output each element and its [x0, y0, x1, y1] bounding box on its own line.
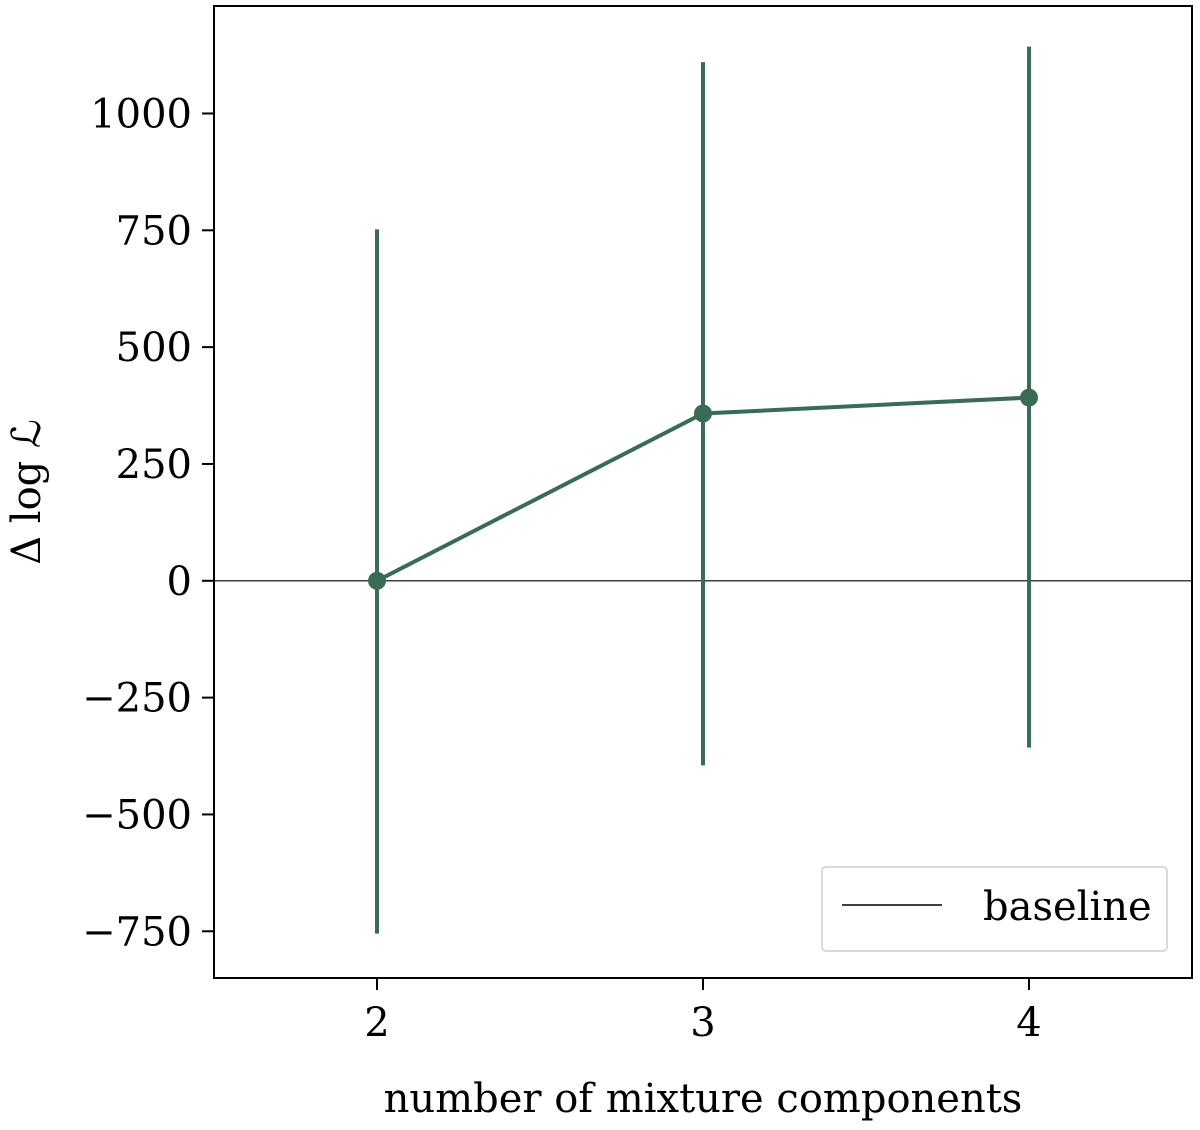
y-tick-label: 250: [116, 442, 192, 488]
y-axis: −750 −500 −250 0 250 500 750 1000: [82, 91, 214, 955]
y-tick-label: 0: [167, 559, 192, 605]
legend-baseline-label: baseline: [983, 884, 1152, 930]
y-tick-label: 1000: [90, 91, 192, 137]
data-point: [694, 404, 712, 423]
y-tick-label: 500: [116, 325, 192, 371]
data-point: [1020, 388, 1038, 407]
x-axis: 2 3 4: [364, 978, 1042, 1046]
x-tick-label: 3: [690, 1000, 715, 1046]
x-axis-label: number of mixture components: [384, 1076, 1023, 1122]
legend-box: [821, 866, 1168, 952]
y-axis-label: Δ log ℒ: [4, 419, 50, 565]
legend: baseline: [821, 866, 1168, 952]
data-point: [368, 571, 386, 590]
y-tick-label: 750: [116, 208, 192, 254]
series-layer: [368, 46, 1038, 934]
y-tick-label: −250: [82, 676, 192, 722]
x-tick-label: 2: [364, 1000, 389, 1046]
y-tick-label: −750: [82, 909, 192, 955]
x-tick-label: 4: [1016, 1000, 1041, 1046]
y-tick-label: −500: [82, 792, 192, 838]
